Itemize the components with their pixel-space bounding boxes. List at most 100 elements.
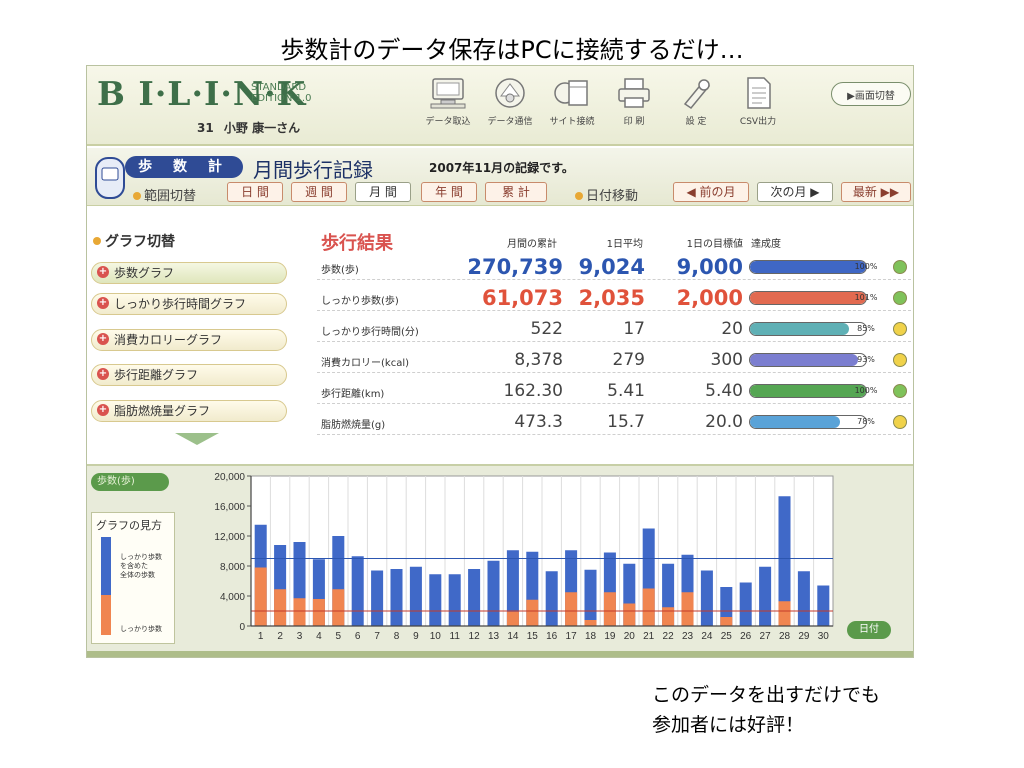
latest-button[interactable]: 最新 ▶▶ bbox=[841, 182, 911, 202]
range-year-button[interactable]: 年 間 bbox=[421, 182, 477, 202]
import-icon bbox=[430, 78, 466, 109]
smiley-icon bbox=[893, 384, 907, 398]
tool-label: データ取込 bbox=[425, 117, 471, 127]
daily-target: 2,000 bbox=[676, 286, 743, 310]
achievement-bar bbox=[749, 291, 867, 305]
menu-steps-graph[interactable]: 歩数グラフ bbox=[91, 262, 287, 284]
total-steps-bar bbox=[545, 571, 558, 626]
total-steps-bar bbox=[409, 566, 422, 626]
tool-label: 印 刷 bbox=[623, 117, 645, 127]
csv-export-button[interactable]: CSV出力 bbox=[727, 76, 789, 127]
total-steps-bar bbox=[468, 569, 481, 626]
brisk-steps-bar bbox=[274, 589, 287, 626]
achievement-percent: 100% bbox=[854, 386, 878, 395]
total-steps-bar bbox=[797, 571, 810, 626]
daily-target: 5.40 bbox=[705, 381, 743, 401]
date-axis-button[interactable]: 日付 bbox=[847, 621, 891, 639]
menu-distance-graph[interactable]: 歩行距離グラフ bbox=[91, 364, 287, 386]
brisk-steps-bar bbox=[681, 592, 694, 626]
x-tick-label: 29 bbox=[798, 631, 810, 642]
x-tick-label: 1 bbox=[258, 631, 264, 642]
range-month-button[interactable]: 月 間 bbox=[355, 182, 411, 202]
total-steps-bar bbox=[778, 496, 791, 626]
settings-icon bbox=[683, 79, 711, 110]
y-tick-label: 8,000 bbox=[220, 562, 245, 573]
next-month-button[interactable]: 次の月 ▶ bbox=[757, 182, 833, 202]
col-head-daily: 1日平均 bbox=[606, 239, 643, 250]
total-steps-bar bbox=[390, 569, 403, 626]
data-communication-button[interactable]: データ通信 bbox=[479, 76, 541, 127]
smiley-icon bbox=[893, 415, 907, 429]
achievement-percent: 78% bbox=[857, 417, 875, 426]
brisk-steps-bar bbox=[293, 598, 306, 626]
prev-month-button[interactable]: ◀ 前の月 bbox=[673, 182, 749, 202]
achievement-bar bbox=[749, 260, 867, 274]
smiley-icon bbox=[893, 260, 907, 274]
result-row: しっかり歩数(歩) 61,073 2,035 2,000 101% bbox=[317, 286, 911, 311]
total-steps-bar bbox=[584, 569, 597, 626]
x-tick-label: 4 bbox=[316, 631, 322, 642]
achievement-bar bbox=[749, 353, 867, 367]
achievement-bar-fill bbox=[750, 416, 841, 428]
range-switch-label: 範囲切替 bbox=[133, 185, 196, 204]
x-tick-label: 18 bbox=[585, 631, 597, 642]
brisk-steps-bar bbox=[332, 589, 345, 626]
x-tick-label: 28 bbox=[779, 631, 791, 642]
total-steps-bar bbox=[700, 570, 713, 626]
communication-icon bbox=[495, 78, 525, 108]
user-info: 31 小野 康一さん bbox=[197, 119, 306, 136]
data-import-button[interactable]: データ取込 bbox=[417, 76, 479, 127]
total-steps-bar bbox=[429, 574, 442, 626]
graph-legend-guide: グラフの見方 しっかり歩数 を含めた 全体の歩数 しっかり歩数 bbox=[91, 512, 175, 644]
x-tick-label: 7 bbox=[374, 631, 380, 642]
page-title: 月間歩行記録 bbox=[253, 158, 373, 182]
achievement-bar-fill bbox=[750, 292, 866, 304]
brisk-steps-bar bbox=[565, 592, 578, 626]
date-move-label: 日付移動 bbox=[575, 185, 638, 204]
achievement-bar-fill bbox=[750, 261, 866, 273]
achievement-bar-fill bbox=[750, 354, 858, 366]
monthly-total: 473.3 bbox=[514, 412, 563, 432]
total-steps-bar bbox=[720, 587, 733, 626]
x-tick-label: 26 bbox=[740, 631, 752, 642]
slide-title: 歩数計のデータ保存はPCに接続するだけ… bbox=[280, 36, 744, 64]
x-tick-label: 5 bbox=[336, 631, 342, 642]
y-tick-label: 20,000 bbox=[214, 472, 245, 483]
print-button[interactable]: 印 刷 bbox=[603, 76, 665, 127]
daily-average: 279 bbox=[612, 350, 645, 370]
daily-target: 300 bbox=[710, 350, 743, 370]
achievement-percent: 101% bbox=[854, 293, 878, 302]
range-day-button[interactable]: 日 間 bbox=[227, 182, 283, 202]
edition-line1: STANDARD bbox=[251, 82, 307, 93]
menu-fat-burn-graph[interactable]: 脂肪燃焼量グラフ bbox=[91, 400, 287, 422]
guide-text-line: しっかり歩数 bbox=[120, 625, 162, 633]
caption-line1: このデータを出すだけでも bbox=[652, 684, 881, 706]
range-cumulative-button[interactable]: 累 計 bbox=[485, 182, 547, 202]
x-tick-label: 13 bbox=[488, 631, 500, 642]
title-bar: 歩 数 計 月間歩行記録 2007年11月の記録です。 範囲切替 日 間 週 間… bbox=[87, 148, 913, 206]
menu-calorie-graph[interactable]: 消費カロリーグラフ bbox=[91, 329, 287, 351]
total-steps-bar bbox=[506, 550, 519, 626]
tool-label: サイト接続 bbox=[549, 117, 595, 127]
daily-average: 15.7 bbox=[607, 412, 645, 432]
menu-brisk-walk-graph[interactable]: しっかり歩行時間グラフ bbox=[91, 293, 287, 315]
col-head-monthly: 月間の累計 bbox=[507, 239, 557, 250]
achievement-bar bbox=[749, 322, 867, 336]
result-row: しっかり歩行時間(分) 522 17 20 85% bbox=[317, 317, 911, 342]
total-steps-bar bbox=[739, 582, 752, 626]
site-connect-button[interactable]: サイト接続 bbox=[541, 76, 603, 127]
screen-switch-button[interactable]: ▶画面切替 bbox=[831, 82, 911, 106]
daily-target: 20 bbox=[721, 319, 743, 339]
site-icon bbox=[554, 80, 588, 106]
x-tick-label: 8 bbox=[394, 631, 400, 642]
chart-badge: 歩数(歩) bbox=[91, 473, 169, 491]
result-row: 消費カロリー(kcal) 8,378 279 300 93% bbox=[317, 348, 911, 373]
total-steps-bar bbox=[817, 585, 830, 626]
x-tick-label: 23 bbox=[682, 631, 694, 642]
range-week-button[interactable]: 週 間 bbox=[291, 182, 347, 202]
x-tick-label: 20 bbox=[624, 631, 636, 642]
settings-button[interactable]: 設 定 bbox=[665, 76, 727, 127]
row-label: 消費カロリー(kcal) bbox=[321, 358, 409, 369]
x-tick-label: 19 bbox=[604, 631, 616, 642]
edition-label: STANDARD EDITION 1.0 bbox=[251, 82, 311, 104]
